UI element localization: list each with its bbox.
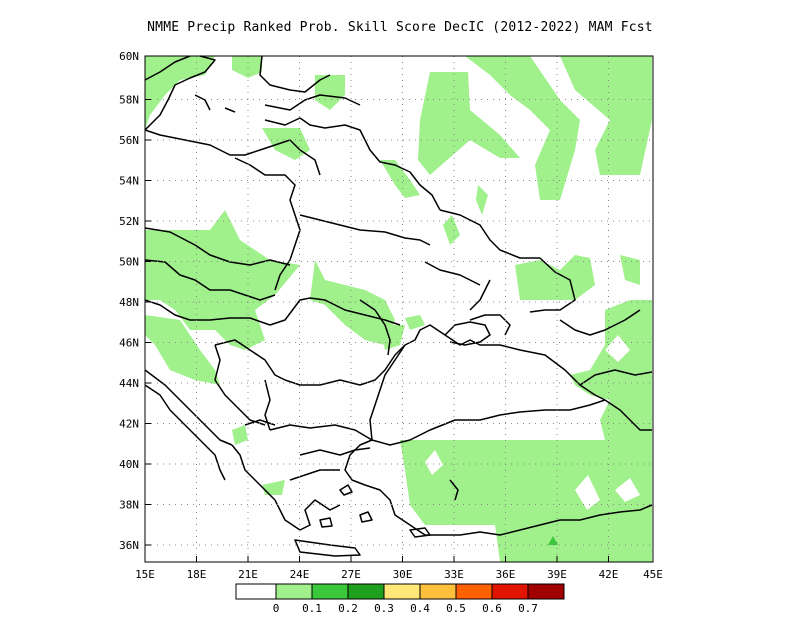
- lon-tick-label: 45E: [643, 568, 663, 581]
- legend-swatch: [419, 583, 457, 600]
- lat-tick-label: 38N: [119, 499, 139, 512]
- lat-tick-label: 48N: [119, 296, 139, 309]
- shade-smolensk: [380, 160, 420, 198]
- lat-tick-label: 58N: [119, 94, 139, 107]
- legend-label: 0.5: [446, 602, 466, 615]
- shade-anatolia: [400, 440, 652, 562]
- legend-labels: 0 0.1 0.2 0.3 0.4 0.5 0.6 0.7: [273, 602, 538, 615]
- shade-latvia: [315, 75, 345, 110]
- shade-northeast: [560, 56, 652, 175]
- shade-ukraine-north: [443, 215, 460, 245]
- lat-tick-label: 54N: [119, 175, 139, 188]
- color-legend: [235, 583, 565, 600]
- legend-swatch: [347, 583, 385, 600]
- shade-voronezh: [515, 255, 595, 300]
- shade-romania-north: [310, 260, 395, 345]
- hole-anatolia-south: [575, 475, 600, 510]
- map-frame: [144, 55, 654, 563]
- legend-swatch: [491, 583, 529, 600]
- shade-hungary-west: [145, 315, 220, 385]
- legend-label: 0.1: [302, 602, 322, 615]
- lat-tick-label: 46N: [119, 337, 139, 350]
- shade-romania-east: [380, 325, 405, 350]
- legend-label: 0: [273, 602, 280, 615]
- shade-belarus-north: [262, 128, 310, 160]
- lat-tick-label: 44N: [119, 377, 139, 390]
- legend-swatch: [235, 583, 277, 600]
- legend-swatch: [383, 583, 421, 600]
- shade-medium-spot: [548, 536, 558, 545]
- lat-tick-label: 42N: [119, 418, 139, 431]
- legend-label: 0.7: [518, 602, 538, 615]
- lat-tick-label: 56N: [119, 134, 139, 147]
- legend-label: 0.2: [338, 602, 358, 615]
- shade-bryansk: [476, 185, 488, 215]
- shade-baltic-east: [232, 56, 262, 78]
- lat-axis-labels: 36N 38N 40N 42N 44N 46N 48N 50N 52N 54N …: [119, 50, 139, 552]
- lon-axis-labels: 15E 18E 21E 24E 27E 30E 33E 36E 39E 42E …: [135, 568, 663, 581]
- hole-caucasus-north: [605, 335, 630, 362]
- legend-swatch: [311, 583, 349, 600]
- shade-ukraine-south: [405, 315, 425, 330]
- gridlines: [144, 56, 653, 562]
- lat-tick-label: 60N: [119, 50, 139, 63]
- hole-anatolia-west: [425, 450, 443, 475]
- legend-label: 0.3: [374, 602, 394, 615]
- legend-swatch: [455, 583, 493, 600]
- hole-caucasus-east: [615, 478, 640, 502]
- lon-tick-label: 33E: [444, 568, 464, 581]
- lat-tick-label: 50N: [119, 256, 139, 269]
- shade-east-edge: [630, 85, 652, 120]
- lon-tick-label: 36E: [496, 568, 516, 581]
- shade-greece-islands: [262, 480, 285, 495]
- shade-slovakia: [210, 255, 255, 285]
- shade-caucasus: [570, 300, 652, 440]
- lon-tick-label: 27E: [341, 568, 361, 581]
- shade-volga: [620, 255, 640, 285]
- legend-label: 0.6: [482, 602, 502, 615]
- shade-russia-center: [418, 72, 520, 175]
- skill-shading-holes: [425, 335, 640, 510]
- coastlines-and-borders: [144, 55, 653, 557]
- shade-russia-north: [465, 56, 580, 200]
- lon-tick-label: 15E: [135, 568, 155, 581]
- lon-tick-label: 39E: [547, 568, 567, 581]
- lon-tick-label: 21E: [238, 568, 258, 581]
- lat-tick-label: 36N: [119, 539, 139, 552]
- legend-label: 0.4: [410, 602, 430, 615]
- skill-shading-light: [145, 56, 652, 562]
- legend-swatch: [527, 583, 565, 600]
- map-title: NMME Precip Ranked Prob. Skill Score Dec…: [147, 20, 653, 35]
- legend-swatch: [275, 583, 313, 600]
- shade-serbia: [232, 425, 248, 445]
- lon-tick-label: 24E: [290, 568, 310, 581]
- lon-tick-label: 42E: [599, 568, 619, 581]
- lat-tick-label: 52N: [119, 215, 139, 228]
- tick-marks: [145, 99, 609, 562]
- lon-tick-label: 30E: [393, 568, 413, 581]
- lon-tick-label: 18E: [187, 568, 207, 581]
- lat-tick-label: 40N: [119, 458, 139, 471]
